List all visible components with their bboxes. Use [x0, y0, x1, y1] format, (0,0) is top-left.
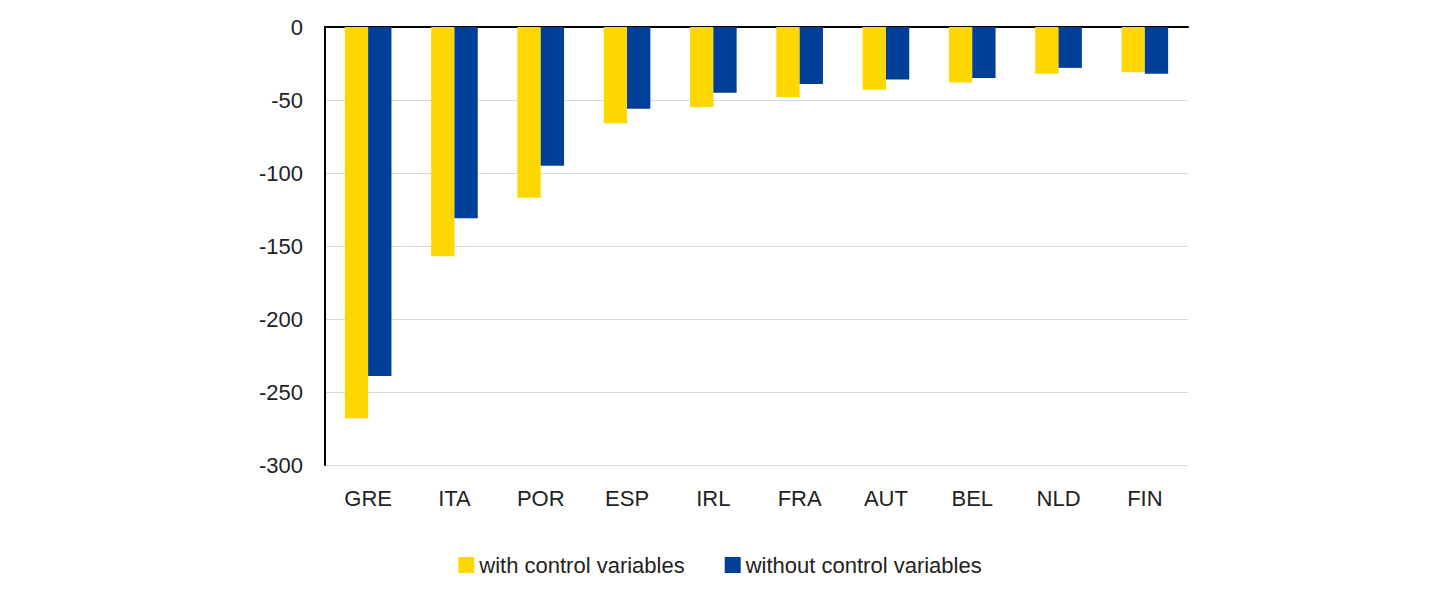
- svg-text:FIN: FIN: [1127, 486, 1162, 511]
- svg-text:-250: -250: [259, 380, 303, 405]
- svg-text:ESP: ESP: [605, 486, 649, 511]
- svg-text:-200: -200: [259, 307, 303, 332]
- svg-text:GRE: GRE: [344, 486, 392, 511]
- svg-text:-100: -100: [259, 161, 303, 186]
- svg-text:AUT: AUT: [864, 486, 908, 511]
- svg-text:IRL: IRL: [696, 486, 730, 511]
- svg-text:POR: POR: [517, 486, 565, 511]
- svg-text:0: 0: [291, 15, 303, 40]
- svg-text:ITA: ITA: [438, 486, 471, 511]
- svg-text:with control variables: with control variables: [478, 553, 684, 578]
- svg-text:-50: -50: [271, 88, 303, 113]
- svg-text:-150: -150: [259, 234, 303, 259]
- svg-text:-300: -300: [259, 453, 303, 478]
- svg-text:NLD: NLD: [1037, 486, 1081, 511]
- svg-text:BEL: BEL: [951, 486, 993, 511]
- svg-text:FRA: FRA: [778, 486, 822, 511]
- svg-text:without control variables: without control variables: [745, 553, 982, 578]
